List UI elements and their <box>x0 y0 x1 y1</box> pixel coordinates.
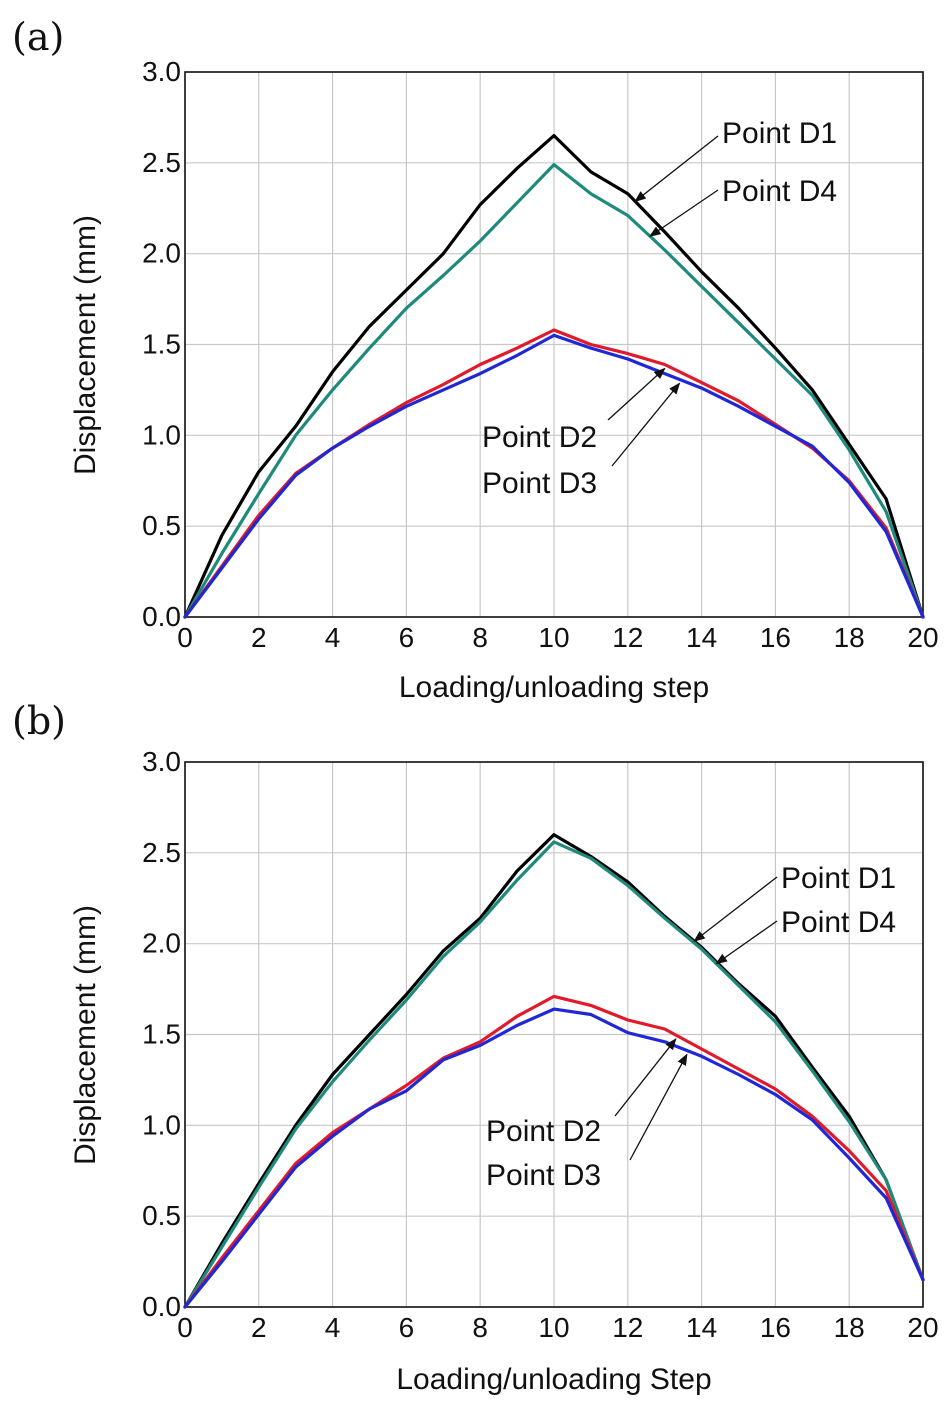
x-tick-label: 16 <box>760 622 791 653</box>
series-line-point-d4 <box>183 163 925 619</box>
series-line-point-d2 <box>183 994 925 1309</box>
y-tick-label: 1.5 <box>142 329 181 360</box>
annotation-arrow <box>611 382 681 467</box>
x-tick-label: 18 <box>834 622 865 653</box>
y-tick-label: 3.0 <box>142 746 181 777</box>
annotation-arrow <box>629 1053 688 1161</box>
y-tick-labels: 0.0 0.5 1.0 1.5 2.0 2.5 3.0 <box>142 746 181 1322</box>
x-tick-label: 14 <box>686 622 717 653</box>
series-line-point-d1 <box>183 833 925 1309</box>
y-tick-label: 0.0 <box>142 601 181 632</box>
x-tick-label: 12 <box>612 1312 643 1343</box>
x-tick-label: 2 <box>251 1312 267 1343</box>
y-tick-label: 3.0 <box>142 56 181 87</box>
series-layer <box>183 134 925 619</box>
panel-a: (a) 0 2 4 6 8 10 12 14 16 18 20 0.0 0.5 1.0 1.5 2.0 2.5… <box>12 15 939 704</box>
panel-b: (b) 0 2 4 6 8 10 12 14 16 18 20 0.0 0.5 1.0 1.5 2.0 2.5… <box>12 699 939 1396</box>
x-tick-label: 20 <box>907 622 938 653</box>
y-tick-label: 0.5 <box>142 510 181 541</box>
panel-label: (b) <box>12 699 66 743</box>
series-line-point-d1 <box>183 134 925 619</box>
annotation-point-d2: Point D2 <box>482 421 597 454</box>
annotation-arrow <box>614 1038 677 1117</box>
annotation-point-d4: Point D4 <box>781 906 896 939</box>
y-tick-label: 2.0 <box>142 928 181 959</box>
series-line-point-d3 <box>183 333 925 619</box>
x-tick-label: 6 <box>399 1312 415 1343</box>
x-tick-label: 4 <box>325 1312 341 1343</box>
annotation-point-d3: Point D3 <box>486 1159 601 1192</box>
annotation-point-d4: Point D4 <box>722 175 837 208</box>
y-tick-labels: 0.0 0.5 1.0 1.5 2.0 2.5 3.0 <box>142 56 181 632</box>
x-tick-label: 0 <box>177 1312 193 1343</box>
annotation-point-d1: Point D1 <box>781 862 896 895</box>
y-tick-label: 0.5 <box>142 1200 181 1231</box>
x-tick-label: 4 <box>325 622 341 653</box>
y-tick-label: 2.5 <box>142 147 181 178</box>
x-tick-label: 18 <box>834 1312 865 1343</box>
y-tick-label: 2.5 <box>142 837 181 868</box>
x-tick-label: 8 <box>472 1312 488 1343</box>
x-tick-label: 10 <box>538 622 569 653</box>
x-tick-labels: 0 2 4 6 8 10 12 14 16 18 20 <box>177 1312 938 1343</box>
y-tick-label: 2.0 <box>142 238 181 269</box>
annotation-arrow <box>607 367 666 421</box>
series-layer <box>183 833 925 1309</box>
plot-frame <box>184 71 924 618</box>
y-tick-label: 1.0 <box>142 419 181 450</box>
series-line-point-d4 <box>183 840 925 1309</box>
x-tick-labels: 0 2 4 6 8 10 12 14 16 18 20 <box>177 622 938 653</box>
annotations: Point D1 Point D4 Point D2 Point D3 <box>486 862 896 1192</box>
x-axis-title: Loading/unloading step <box>399 671 709 704</box>
y-axis-title: Displacement (mm) <box>69 215 102 475</box>
annotation-arrow <box>648 189 719 237</box>
annotation-arrow <box>715 920 778 965</box>
y-tick-label: 1.0 <box>142 1109 181 1140</box>
x-tick-label: 16 <box>760 1312 791 1343</box>
annotations: Point D1 Point D4 Point D2 Point D3 <box>482 117 837 500</box>
annotation-arrow <box>693 876 778 942</box>
x-tick-label: 8 <box>472 622 488 653</box>
x-tick-label: 0 <box>177 622 193 653</box>
panel-label: (a) <box>12 15 64 59</box>
series-line-point-d3 <box>183 1007 925 1309</box>
y-tick-label: 1.5 <box>142 1019 181 1050</box>
x-tick-label: 6 <box>399 622 415 653</box>
plot-frame <box>184 761 924 1308</box>
x-tick-label: 10 <box>538 1312 569 1343</box>
x-tick-label: 14 <box>686 1312 717 1343</box>
annotation-point-d2: Point D2 <box>486 1115 601 1148</box>
grid <box>184 71 924 618</box>
x-tick-label: 12 <box>612 622 643 653</box>
x-tick-label: 2 <box>251 622 267 653</box>
x-axis-title: Loading/unloading Step <box>396 1363 711 1396</box>
annotation-point-d1: Point D1 <box>722 117 837 150</box>
annotation-point-d3: Point D3 <box>482 467 597 500</box>
x-tick-label: 20 <box>907 1312 938 1343</box>
y-axis-title: Displacement (mm) <box>69 905 102 1165</box>
annotation-arrow <box>634 135 719 203</box>
y-tick-label: 0.0 <box>142 1291 181 1322</box>
